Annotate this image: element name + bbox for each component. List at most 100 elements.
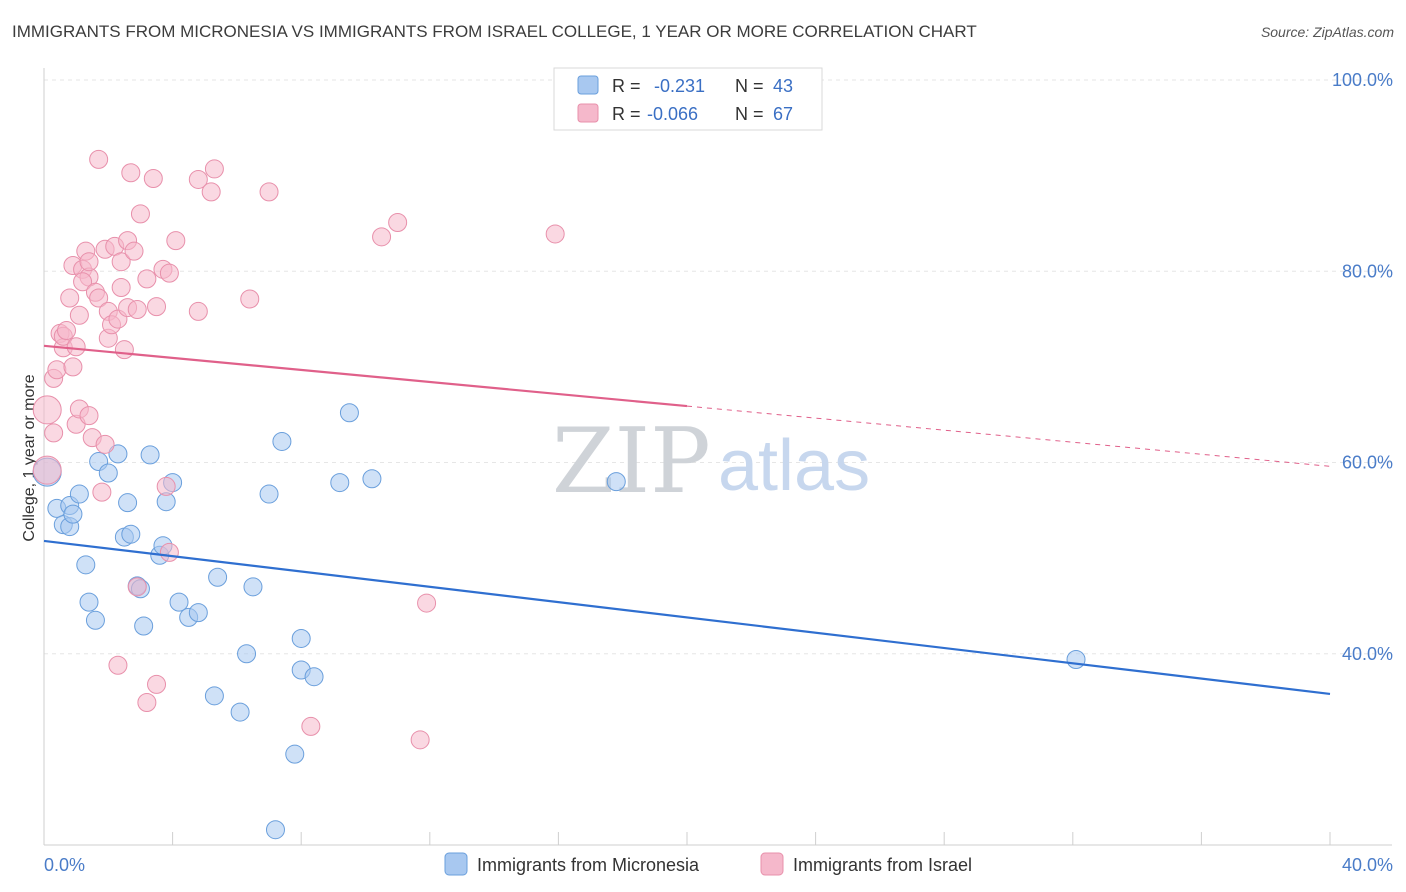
x-tick-labels: 0.0% 40.0% [44, 855, 1393, 875]
point-israel [147, 297, 167, 317]
legend-n-label: N = [735, 104, 764, 124]
legend-swatch-micronesia [577, 75, 599, 95]
point-micronesia [140, 445, 160, 465]
point-micronesia [1066, 649, 1086, 669]
y-tick-label: 80.0% [1342, 261, 1393, 281]
stats-legend: R = -0.231 N = 43 R = -0.066 N = 67 [553, 67, 823, 131]
legend-swatch-micronesia [444, 852, 468, 876]
point-israel [188, 169, 208, 189]
point-israel [417, 593, 437, 613]
point-israel [259, 182, 279, 202]
point-micronesia [243, 577, 263, 597]
point-micronesia [362, 469, 382, 489]
point-israel [166, 231, 186, 251]
point-israel [137, 693, 157, 713]
point-israel [32, 455, 62, 485]
point-micronesia [121, 524, 141, 544]
y-tick-labels: 40.0% 60.0% 80.0% 100.0% [1332, 70, 1393, 664]
y-tick-label: 40.0% [1342, 644, 1393, 664]
point-israel [114, 340, 134, 360]
point-micronesia [208, 567, 228, 587]
legend-r-label: R = [612, 104, 641, 124]
point-israel [89, 149, 109, 169]
source-credit: Source: ZipAtlas.com [1260, 24, 1394, 40]
legend-swatch-israel [760, 852, 784, 876]
point-israel [32, 395, 62, 425]
point-israel [388, 212, 408, 232]
point-micronesia [606, 472, 626, 492]
legend-r-label: R = [612, 76, 641, 96]
point-israel [73, 272, 93, 292]
point-israel [201, 182, 221, 202]
point-israel [121, 163, 141, 183]
point-israel [156, 476, 176, 496]
grid [44, 79, 1392, 655]
point-israel [47, 360, 67, 380]
legend-series-micronesia: Immigrants from Micronesia [477, 855, 700, 875]
point-israel [69, 305, 89, 325]
watermark-atlas: atlas [718, 426, 870, 506]
point-micronesia [108, 444, 128, 464]
point-israel [66, 337, 86, 357]
point-israel [89, 288, 109, 308]
point-micronesia [169, 592, 189, 612]
point-micronesia [98, 463, 118, 483]
point-israel [79, 252, 99, 272]
legend-series-israel: Immigrants from Israel [793, 855, 972, 875]
trend-lines [43, 344, 1331, 696]
y-tick-label: 100.0% [1332, 70, 1393, 90]
series-legend: Immigrants from Micronesia Immigrants fr… [444, 852, 972, 876]
point-israel [124, 241, 144, 261]
point-israel [111, 278, 131, 298]
point-israel [63, 357, 83, 377]
legend-swatch-israel [577, 103, 599, 123]
legend-n-value: 67 [773, 104, 793, 124]
data-points [32, 149, 1086, 840]
legend-r-value: -0.066 [647, 104, 698, 124]
point-micronesia [188, 603, 208, 623]
point-israel [147, 674, 167, 694]
point-israel [410, 730, 430, 750]
point-micronesia [79, 592, 99, 612]
point-micronesia [134, 616, 154, 636]
chart-title: IMMIGRANTS FROM MICRONESIA VS IMMIGRANTS… [12, 22, 977, 41]
point-micronesia [339, 403, 359, 423]
y-tick-label: 60.0% [1342, 453, 1393, 473]
point-micronesia [204, 686, 224, 706]
point-micronesia [63, 504, 83, 524]
point-micronesia [76, 555, 96, 575]
point-israel [137, 269, 157, 289]
point-israel [143, 168, 163, 188]
point-micronesia [285, 744, 305, 764]
point-micronesia [304, 667, 324, 687]
point-israel [372, 227, 392, 247]
y-axis-label: College, 1 year or more [21, 374, 38, 541]
point-micronesia [272, 431, 292, 451]
point-israel [44, 423, 64, 443]
x-tick-label: 40.0% [1342, 855, 1393, 875]
point-micronesia [291, 628, 311, 648]
legend-box [553, 67, 823, 131]
point-israel [57, 321, 77, 341]
point-israel [79, 406, 99, 426]
trend-line-micronesia [43, 539, 1331, 696]
point-israel [545, 224, 565, 244]
point-israel [95, 434, 115, 454]
trend-line-israel [43, 344, 688, 408]
point-israel [301, 716, 321, 736]
point-micronesia [265, 820, 285, 840]
point-israel [92, 482, 112, 502]
legend-n-value: 43 [773, 76, 793, 96]
point-israel [127, 577, 147, 597]
x-tick-label: 0.0% [44, 855, 85, 875]
legend-n-label: N = [735, 76, 764, 96]
point-micronesia [330, 473, 350, 493]
point-micronesia [85, 610, 105, 630]
trend-line-israel-extension [686, 405, 1331, 467]
watermark-zip: ZIP [552, 409, 711, 514]
point-israel [60, 288, 80, 308]
legend-r-value: -0.231 [654, 76, 705, 96]
point-israel [159, 263, 179, 283]
point-israel [127, 300, 147, 319]
